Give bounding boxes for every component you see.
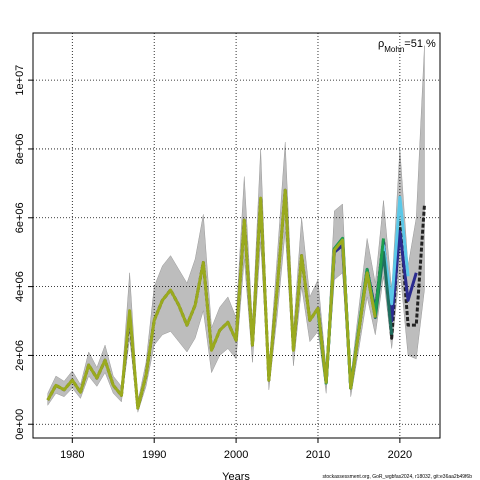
x-tick-label: 1980 bbox=[60, 449, 84, 461]
footer: stockassessment.org, GoR_wgbfas2024, r18… bbox=[322, 474, 472, 480]
y-tick-label: 4e+06 bbox=[14, 271, 26, 302]
x-tick-label: 2000 bbox=[224, 449, 248, 461]
y-tick-label: 8e+06 bbox=[14, 134, 26, 165]
annotation-sub: Mohn bbox=[384, 45, 404, 54]
annotation-symbol: ρ bbox=[378, 38, 384, 50]
x-tick-label: 1990 bbox=[142, 449, 166, 461]
annotation: ρMohn=51 % bbox=[378, 38, 436, 54]
y-tick-label: 0e+00 bbox=[14, 409, 26, 440]
plot-frame bbox=[32, 32, 441, 439]
x-tick-label: 2020 bbox=[388, 449, 412, 461]
x-axis-label: Years bbox=[222, 471, 250, 480]
y-tick-label: 2e+06 bbox=[14, 340, 26, 371]
x-tick-label: 2010 bbox=[306, 449, 330, 461]
series-line bbox=[46, 188, 377, 410]
y-tick-label: 1e+07 bbox=[14, 65, 26, 96]
annotation-text: =51 % bbox=[404, 38, 436, 50]
y-tick-label: 6e+06 bbox=[14, 202, 26, 233]
